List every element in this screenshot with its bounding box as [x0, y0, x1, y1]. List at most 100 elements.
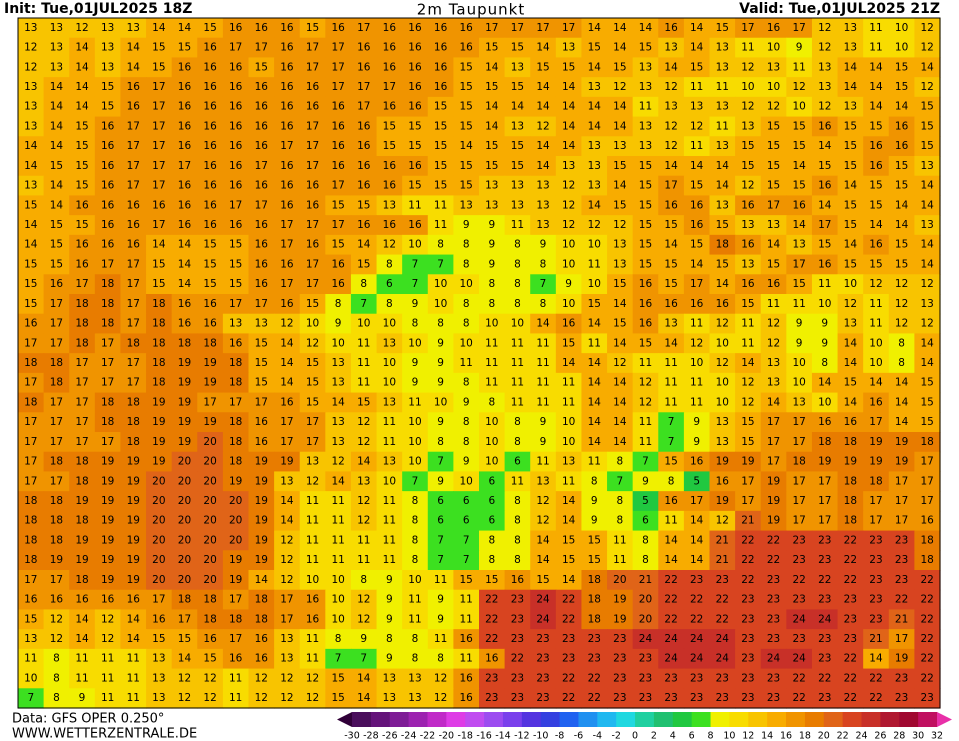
dewpoint-cell	[760, 392, 787, 413]
dewpoint-cell	[222, 333, 250, 354]
dewpoint-cell	[632, 629, 659, 650]
dewpoint-cell	[18, 550, 45, 571]
dewpoint-value: 9	[386, 574, 393, 586]
dewpoint-value: 16	[767, 278, 781, 290]
dewpoint-value: 11	[460, 594, 473, 606]
dewpoint-cell	[18, 77, 45, 98]
dewpoint-value: 18	[75, 456, 88, 468]
dewpoint-value: 17	[101, 436, 114, 448]
dewpoint-value: 6	[463, 515, 470, 527]
dewpoint-value: 14	[357, 672, 371, 684]
dewpoint-value: 16	[767, 22, 781, 34]
dewpoint-cell	[837, 333, 864, 354]
dewpoint-value: 17	[50, 436, 63, 448]
dewpoint-value: 8	[488, 534, 495, 546]
dewpoint-value: 13	[152, 653, 165, 665]
dewpoint-value: 14	[690, 22, 704, 34]
dewpoint-cell	[453, 432, 480, 453]
dewpoint-cell	[69, 274, 96, 295]
dewpoint-cell	[402, 570, 429, 591]
dewpoint-cell	[863, 136, 890, 157]
dewpoint-cell	[555, 156, 583, 177]
dewpoint-value: 18	[75, 515, 88, 527]
dewpoint-value: 17	[306, 219, 319, 231]
dewpoint-value: 22	[562, 692, 575, 704]
dewpoint-cell	[146, 550, 173, 571]
colorbar-swatch	[804, 712, 825, 727]
dewpoint-value: 15	[485, 160, 498, 172]
dewpoint-value: 20	[203, 554, 216, 566]
dewpoint-value: 16	[280, 180, 294, 192]
dewpoint-cell	[530, 392, 557, 413]
dewpoint-cell	[581, 392, 608, 413]
dewpoint-cell	[632, 589, 659, 611]
dewpoint-cell	[171, 412, 198, 433]
dewpoint-cell	[683, 116, 711, 137]
dewpoint-cell	[18, 392, 45, 413]
dewpoint-value: 15	[434, 140, 447, 152]
dewpoint-cell	[581, 18, 608, 39]
dewpoint-value: 10	[869, 357, 882, 369]
dewpoint-cell	[914, 234, 941, 256]
dewpoint-cell	[683, 274, 711, 295]
dewpoint-value: 12	[588, 219, 601, 231]
dewpoint-value: 12	[434, 672, 447, 684]
dewpoint-cell	[530, 412, 557, 433]
dewpoint-cell	[658, 234, 685, 256]
dewpoint-cell	[18, 234, 45, 256]
dewpoint-value: 16	[280, 61, 294, 73]
dewpoint-cell	[197, 18, 224, 39]
dewpoint-value: 13	[383, 692, 396, 704]
dewpoint-cell	[658, 629, 685, 650]
dewpoint-cell	[632, 412, 659, 433]
dewpoint-value: 16	[229, 101, 243, 113]
dewpoint-value: 10	[408, 574, 421, 586]
dewpoint-cell	[376, 175, 403, 197]
dewpoint-cell	[274, 57, 301, 78]
dewpoint-cell	[479, 372, 506, 394]
dewpoint-value: 10	[767, 81, 780, 93]
dewpoint-value: 16	[408, 42, 422, 54]
dewpoint-value: 15	[485, 42, 498, 54]
dewpoint-cell	[581, 195, 608, 216]
dewpoint-cell	[479, 629, 506, 650]
dewpoint-value: 17	[127, 258, 140, 270]
dewpoint-value: 14	[24, 160, 38, 172]
dewpoint-value: 11	[588, 456, 601, 468]
dewpoint-cell	[427, 294, 454, 315]
dewpoint-cell	[69, 412, 96, 433]
dewpoint-value: 18	[844, 515, 857, 527]
dewpoint-value: 10	[408, 436, 421, 448]
dewpoint-value: 19	[895, 436, 908, 448]
dewpoint-value: 15	[511, 42, 524, 54]
dewpoint-cell	[837, 234, 864, 256]
colorbar-swatch	[540, 712, 561, 727]
dewpoint-cell	[760, 77, 787, 98]
dewpoint-cell	[504, 215, 531, 236]
dewpoint-value: 17	[895, 515, 908, 527]
dewpoint-value: 10	[460, 337, 473, 349]
dewpoint-value: 14	[178, 239, 192, 251]
dewpoint-value: 14	[767, 396, 781, 408]
dewpoint-value: 23	[792, 633, 805, 645]
dewpoint-cell	[632, 234, 659, 256]
dewpoint-value: 14	[639, 22, 653, 34]
dewpoint-cell	[914, 688, 941, 709]
dewpoint-value: 20	[229, 495, 242, 507]
dewpoint-cell	[811, 451, 839, 473]
dewpoint-value: 17	[869, 416, 882, 428]
dewpoint-cell	[760, 688, 787, 709]
dewpoint-value: 18	[75, 475, 88, 487]
dewpoint-cell	[479, 589, 506, 611]
dewpoint-cell	[863, 392, 890, 413]
dewpoint-cell	[222, 353, 250, 374]
dewpoint-cell	[786, 688, 813, 709]
dewpoint-cell	[760, 629, 787, 650]
dewpoint-cell	[69, 629, 96, 650]
dewpoint-cell	[863, 629, 890, 650]
dewpoint-cell	[735, 668, 762, 689]
dewpoint-value: 15	[844, 160, 857, 172]
dewpoint-cell	[427, 629, 454, 650]
dewpoint-value: 13	[588, 81, 601, 93]
dewpoint-value: 13	[383, 396, 396, 408]
